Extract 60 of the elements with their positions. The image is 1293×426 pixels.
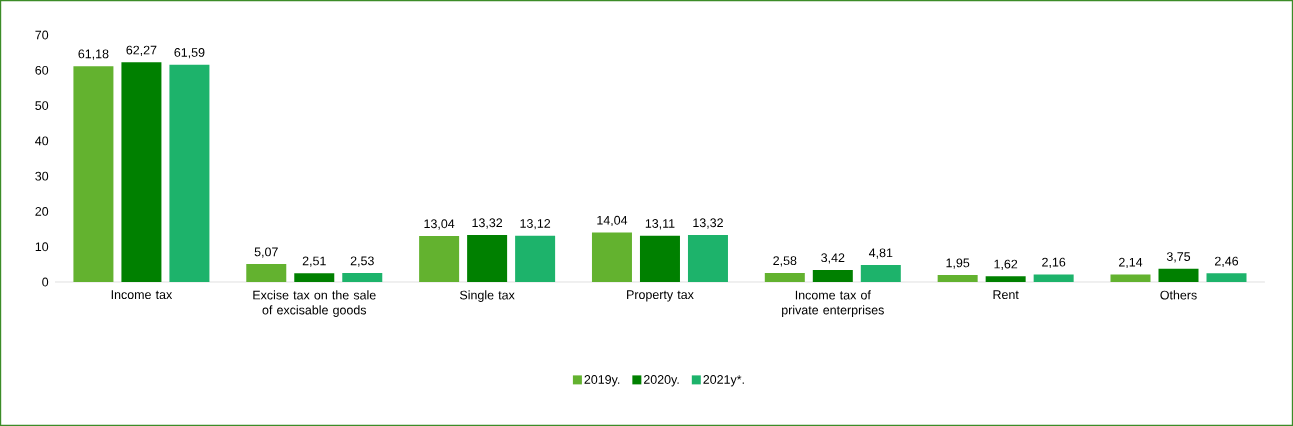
bar xyxy=(467,235,508,282)
bar xyxy=(294,273,335,282)
x-tick-label: Others xyxy=(1160,290,1197,300)
bar xyxy=(687,235,728,282)
data-label: 4,81 xyxy=(868,248,893,259)
bar xyxy=(764,272,805,282)
data-label: 5,07 xyxy=(254,247,278,258)
bar xyxy=(1033,274,1074,282)
data-label: 1,62 xyxy=(994,259,1018,270)
y-tick-label: 30 xyxy=(35,171,49,181)
data-label: 2,53 xyxy=(350,256,374,267)
bar xyxy=(169,64,210,282)
data-label: 13,12 xyxy=(520,219,551,230)
bar xyxy=(860,265,901,282)
bar xyxy=(419,235,460,282)
x-tick-label: Excise tax on the sale of excisable goods xyxy=(253,290,376,317)
y-tick-label: 10 xyxy=(35,242,49,252)
bar xyxy=(342,273,383,282)
y-tick-label: 70 xyxy=(35,30,49,40)
data-label: 13,32 xyxy=(472,218,503,229)
data-label: 1,95 xyxy=(946,258,970,269)
x-tick-label: Property tax xyxy=(627,290,694,302)
x-tick-label: Income tax of private enterprises xyxy=(782,290,884,317)
data-label: 2,14 xyxy=(1119,257,1143,269)
bar xyxy=(515,235,556,282)
data-label: 14,04 xyxy=(597,215,628,227)
data-label: 61,59 xyxy=(174,48,205,59)
data-label: 2,58 xyxy=(773,256,797,267)
data-label: 2,16 xyxy=(1042,257,1066,269)
bar xyxy=(591,232,632,282)
bar xyxy=(812,269,853,282)
y-tick-label: 0 xyxy=(42,277,49,287)
bar xyxy=(1110,274,1151,282)
bar xyxy=(1206,273,1247,282)
data-label: 3,75 xyxy=(1166,252,1191,263)
bar xyxy=(246,264,287,282)
data-label: 13,04 xyxy=(424,219,455,230)
bar xyxy=(985,276,1026,282)
data-label: 61,18 xyxy=(78,49,109,60)
bar xyxy=(121,62,162,282)
bar xyxy=(937,275,978,282)
data-label: 3,42 xyxy=(821,253,845,264)
data-label: 13,11 xyxy=(645,219,675,230)
legend-label: 2020y. xyxy=(643,375,679,387)
x-tick-label: Single tax xyxy=(459,290,515,302)
y-tick-label: 50 xyxy=(35,101,49,110)
data-label: 13,32 xyxy=(693,218,723,229)
data-label: 62,27 xyxy=(126,45,157,56)
y-tick-label: 60 xyxy=(35,65,49,75)
x-tick-label: Income tax xyxy=(111,290,173,300)
data-label: 2,46 xyxy=(1215,256,1239,267)
bar xyxy=(73,66,114,282)
data-label: 2,51 xyxy=(302,256,326,267)
y-tick-label: 20 xyxy=(35,207,49,216)
bar xyxy=(639,235,680,282)
x-tick-label: Rent xyxy=(993,290,1019,300)
legend-label: 2019y. xyxy=(584,375,620,387)
legend-label: 2021y*. xyxy=(703,375,744,387)
y-tick-label: 40 xyxy=(35,136,49,146)
bar xyxy=(1158,268,1199,282)
